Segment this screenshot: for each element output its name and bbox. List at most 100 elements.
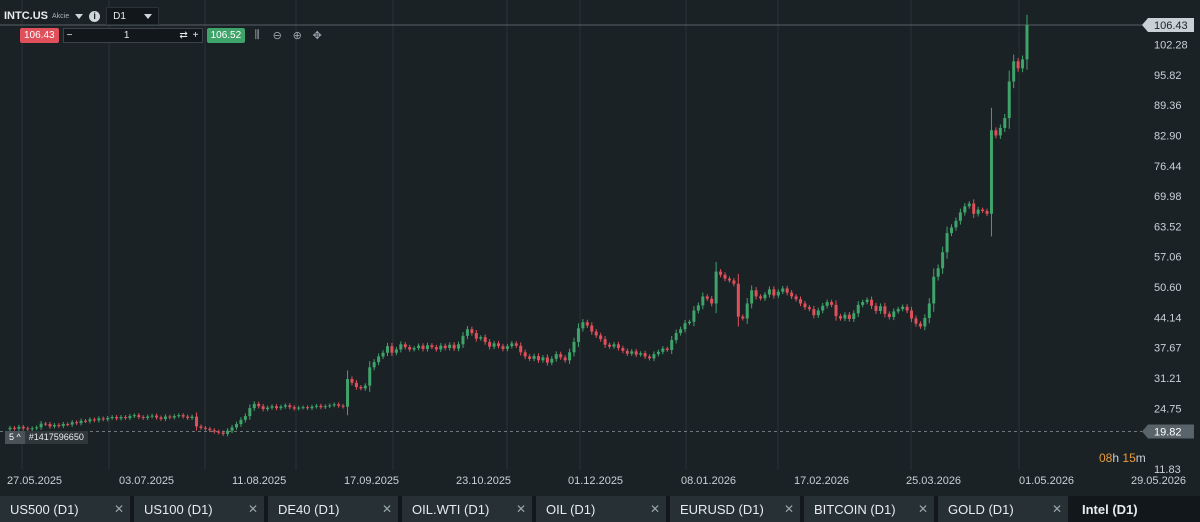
tab-de40[interactable]: DE40 (D1) ✕ [268, 496, 398, 522]
candle-body [141, 417, 145, 419]
price-tick-label: 63.52 [1154, 221, 1182, 233]
candle-body [270, 406, 274, 408]
quantity-input[interactable]: 1 [123, 30, 130, 41]
candle-body [763, 294, 767, 299]
chevron-up-icon[interactable]: ^ [16, 432, 21, 442]
candle-body [830, 302, 834, 305]
symbol-chevron-down-icon[interactable] [75, 13, 84, 19]
candlestick-chart[interactable]: 102.28 95.82 89.36 82.90 76.44 69.98 63.52 57.0… [0, 0, 1200, 494]
candle-body [66, 424, 70, 426]
candle-body [461, 335, 465, 345]
sell-price-button[interactable]: 106.43 [20, 28, 59, 43]
close-icon[interactable]: ✕ [113, 502, 124, 516]
candle-body [35, 427, 39, 429]
candle-body [234, 424, 238, 428]
info-icon[interactable]: i [89, 10, 101, 22]
candle-body [452, 344, 456, 349]
candle-body [652, 354, 656, 359]
candle-body [479, 337, 483, 339]
tab-intel[interactable]: Intel (D1) [1072, 496, 1182, 522]
quantity-plus-button[interactable]: + [192, 30, 199, 41]
candle-body [137, 415, 141, 418]
candle-body [856, 304, 860, 314]
candle-body [972, 203, 976, 214]
candle-body [310, 406, 314, 409]
candle-body [643, 353, 647, 357]
candle-body [874, 305, 878, 311]
symbol-bar: INTC.US Akcie i D1 [4, 7, 159, 25]
order-price-label: 19.82 [1154, 426, 1182, 438]
close-icon[interactable]: ✕ [783, 502, 794, 516]
candle-body [883, 306, 887, 314]
buy-price-button[interactable]: 106.52 [206, 28, 246, 43]
quantity-stepper[interactable]: − 1 ⇄ + [62, 28, 203, 43]
candle-body [483, 337, 487, 342]
candle-body [967, 203, 971, 207]
candle-body [754, 290, 758, 297]
candle-body [323, 406, 327, 408]
tab-bitcoin[interactable]: BITCOIN (D1) ✕ [804, 496, 934, 522]
candle-body [212, 430, 216, 432]
candle-body [825, 302, 829, 306]
candle-body [163, 416, 167, 419]
tab-oil[interactable]: OIL (D1) ✕ [536, 496, 666, 522]
close-icon[interactable]: ✕ [1051, 502, 1062, 516]
indicators-icon[interactable]: ⫼ [254, 29, 260, 41]
candle-body [639, 353, 643, 355]
candle-body [559, 354, 563, 358]
candle-body [1003, 118, 1007, 128]
time-tick-label: 27.05.2025 [7, 475, 62, 487]
candle-body [736, 283, 740, 317]
candle-body [399, 344, 403, 350]
current-price-label: 106.43 [1154, 20, 1188, 32]
close-icon[interactable]: ✕ [247, 502, 258, 516]
candle-body [492, 343, 496, 347]
candle-body [39, 423, 43, 428]
candle-body [26, 428, 30, 430]
tab-oil-wti[interactable]: OIL.WTI (D1) ✕ [402, 496, 532, 522]
candle-body [368, 367, 372, 386]
close-icon[interactable]: ✕ [515, 502, 526, 516]
candle-body [457, 344, 461, 349]
candle-body [297, 407, 301, 409]
symbol-name[interactable]: INTC.US [4, 10, 48, 22]
close-icon[interactable]: ✕ [381, 502, 392, 516]
candle-body [963, 206, 967, 213]
close-icon[interactable]: ✕ [649, 502, 660, 516]
candle-body [870, 299, 874, 306]
candle-body [807, 307, 811, 310]
tab-us500[interactable]: US500 (D1) ✕ [0, 496, 130, 522]
quantity-minus-button[interactable]: − [66, 30, 73, 41]
crosshair-move-icon[interactable]: ✥ [312, 30, 322, 42]
candle-body [155, 415, 159, 418]
candle-body [123, 417, 127, 419]
timeframe-select[interactable]: D1 [106, 7, 159, 25]
candle-body [799, 299, 803, 304]
candle-body [488, 341, 492, 347]
candle-body [861, 302, 865, 305]
candle-body [83, 420, 87, 422]
order-price-tag [1142, 424, 1194, 439]
close-icon[interactable]: ✕ [917, 502, 928, 516]
candle-body [714, 271, 718, 304]
candle-body [554, 354, 558, 359]
symbol-type: Akcie [52, 12, 70, 20]
order-line-tag[interactable]: 5 ^ #1417596650 [5, 431, 88, 444]
candle-body [465, 329, 469, 336]
time-tick-label: 17.02.2026 [794, 475, 849, 487]
zoom-out-icon[interactable]: ⊖ [272, 30, 282, 42]
swap-icon[interactable]: ⇄ [179, 30, 188, 41]
candle-body [936, 268, 940, 277]
candle-body [88, 419, 92, 422]
candle-body [878, 306, 882, 311]
tab-us100[interactable]: US100 (D1) ✕ [134, 496, 264, 522]
tab-gold[interactable]: GOLD (D1) ✕ [938, 496, 1068, 522]
tab-eurusd[interactable]: EURUSD (D1) ✕ [670, 496, 800, 522]
candle-body [1012, 61, 1016, 82]
candle-body [612, 344, 616, 347]
time-tick-label: 17.09.2025 [344, 475, 399, 487]
candle-body [958, 212, 962, 221]
zoom-in-icon[interactable]: ⊕ [292, 30, 302, 42]
price-tick-label: 37.67 [1154, 343, 1182, 355]
price-chart[interactable]: 102.28 95.82 89.36 82.90 76.44 69.98 63.52 57.0… [0, 0, 1200, 494]
